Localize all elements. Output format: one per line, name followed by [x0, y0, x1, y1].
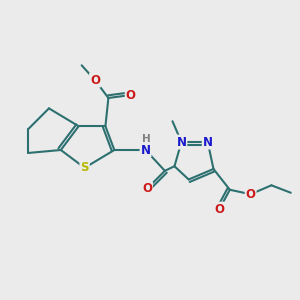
- Text: O: O: [142, 182, 152, 195]
- Text: N: N: [203, 136, 213, 148]
- Text: O: O: [214, 202, 224, 216]
- Text: O: O: [246, 188, 256, 201]
- Text: H: H: [142, 134, 151, 144]
- Text: S: S: [80, 161, 89, 174]
- Text: N: N: [140, 143, 151, 157]
- Text: O: O: [126, 88, 136, 101]
- Text: O: O: [90, 74, 100, 87]
- Text: N: N: [176, 136, 186, 148]
